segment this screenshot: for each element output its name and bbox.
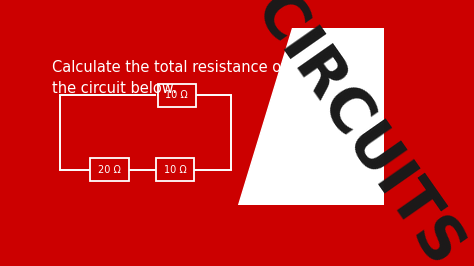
Text: 20 Ω: 20 Ω	[98, 165, 121, 175]
Text: CIRCUITS: CIRCUITS	[242, 0, 473, 266]
Polygon shape	[238, 28, 384, 205]
FancyBboxPatch shape	[156, 158, 194, 181]
Text: Calculate the total resistance of
the circuit below.: Calculate the total resistance of the ci…	[52, 60, 286, 96]
FancyBboxPatch shape	[158, 84, 196, 107]
Text: 10 Ω: 10 Ω	[165, 90, 188, 100]
FancyBboxPatch shape	[91, 158, 129, 181]
Text: 10 Ω: 10 Ω	[164, 165, 186, 175]
